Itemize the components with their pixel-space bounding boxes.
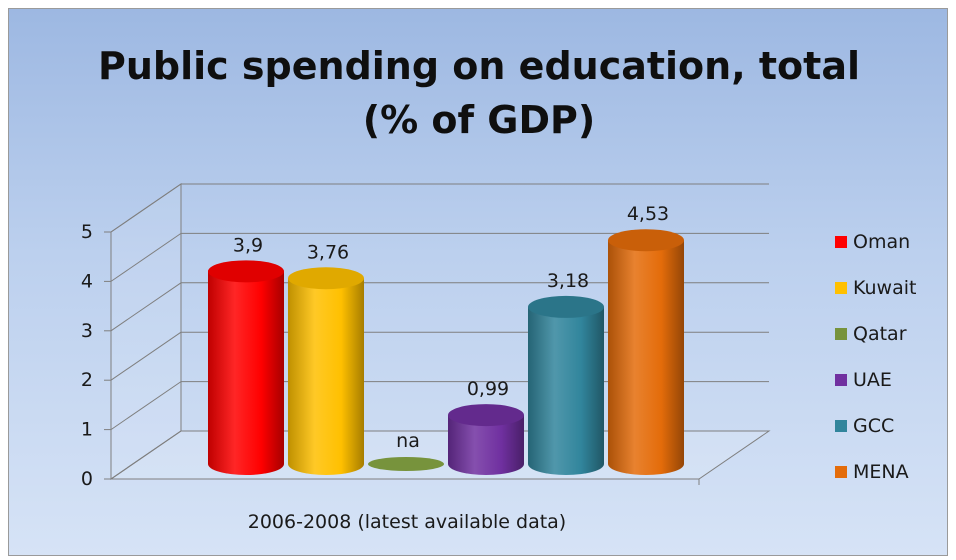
gridline-side <box>110 381 182 431</box>
data-label-uae: 0,99 <box>467 378 509 400</box>
legend-swatch <box>835 328 847 340</box>
y-axis-ticks: 0 1 2 3 4 5 <box>81 221 93 490</box>
bar-oman <box>208 260 284 475</box>
legend-label: Oman <box>853 231 910 253</box>
legend-item-gcc: GCC <box>835 415 894 437</box>
gridline-side <box>110 232 182 282</box>
x-axis-label: 2006-2008 (latest available data) <box>248 511 566 533</box>
gridline-side <box>110 183 182 233</box>
bar-top <box>208 260 284 283</box>
legend-label: UAE <box>853 369 892 391</box>
data-label-qatar: na <box>396 430 420 452</box>
legend-item-uae: UAE <box>835 369 892 391</box>
bar-body <box>208 271 284 475</box>
bar-top <box>288 267 364 290</box>
bars <box>208 229 684 475</box>
chart-title-line1: Public spending on education, total <box>98 44 860 88</box>
bar-body <box>528 306 604 475</box>
legend: Oman Kuwait Qatar UAE GCC MENA <box>835 231 916 483</box>
bar-top <box>448 404 524 427</box>
legend-item-qatar: Qatar <box>835 323 907 345</box>
legend-swatch <box>835 374 847 386</box>
y-tick-label: 1 <box>81 419 93 441</box>
data-label-mena: 4,53 <box>627 203 669 225</box>
y-tick-label: 4 <box>81 270 93 292</box>
legend-label: Qatar <box>853 323 907 345</box>
chart-frame: Public spending on education, total (% o… <box>8 8 948 556</box>
side-wall <box>110 183 182 480</box>
bar-body <box>448 415 524 475</box>
chart-title-line2: (% of GDP) <box>362 98 596 142</box>
data-label-gcc: 3,18 <box>547 270 589 292</box>
gridline-side <box>110 331 182 381</box>
legend-label: Kuwait <box>853 277 916 299</box>
bar-top <box>528 295 604 318</box>
legend-swatch <box>835 236 847 248</box>
y-tick-label: 2 <box>81 369 93 391</box>
data-label-kuwait: 3,76 <box>307 241 349 263</box>
bar-gcc <box>528 295 604 475</box>
data-label-oman: 3,9 <box>233 234 263 256</box>
bar-top <box>608 229 684 252</box>
y-tick-label: 0 <box>81 468 93 490</box>
legend-label: GCC <box>853 415 894 437</box>
legend-item-mena: MENA <box>835 461 909 483</box>
gridline-side <box>110 282 182 332</box>
bar-uae <box>448 404 524 475</box>
bar-qatar <box>368 457 444 471</box>
y-tick-label: 3 <box>81 320 93 342</box>
bar-base <box>368 457 444 471</box>
data-labels: 3,9 3,76 na 0,99 3,18 4,53 <box>233 203 669 452</box>
legend-swatch <box>835 466 847 478</box>
bar-body <box>608 240 684 475</box>
bar-mena <box>608 229 684 475</box>
legend-swatch <box>835 282 847 294</box>
chart-title: Public spending on education, total (% o… <box>9 39 947 147</box>
legend-label: MENA <box>853 461 909 483</box>
legend-item-oman: Oman <box>835 231 910 253</box>
y-tick-label: 5 <box>81 221 93 243</box>
chart-plot: 0 1 2 3 4 5 3,9 3,76 na 0,99 3,18 4,53 2006-2008 (… <box>81 183 916 533</box>
bar-body <box>288 278 364 475</box>
legend-item-kuwait: Kuwait <box>835 277 916 299</box>
legend-swatch <box>835 420 847 432</box>
bar-kuwait <box>288 267 364 475</box>
gridline-side <box>110 430 182 480</box>
